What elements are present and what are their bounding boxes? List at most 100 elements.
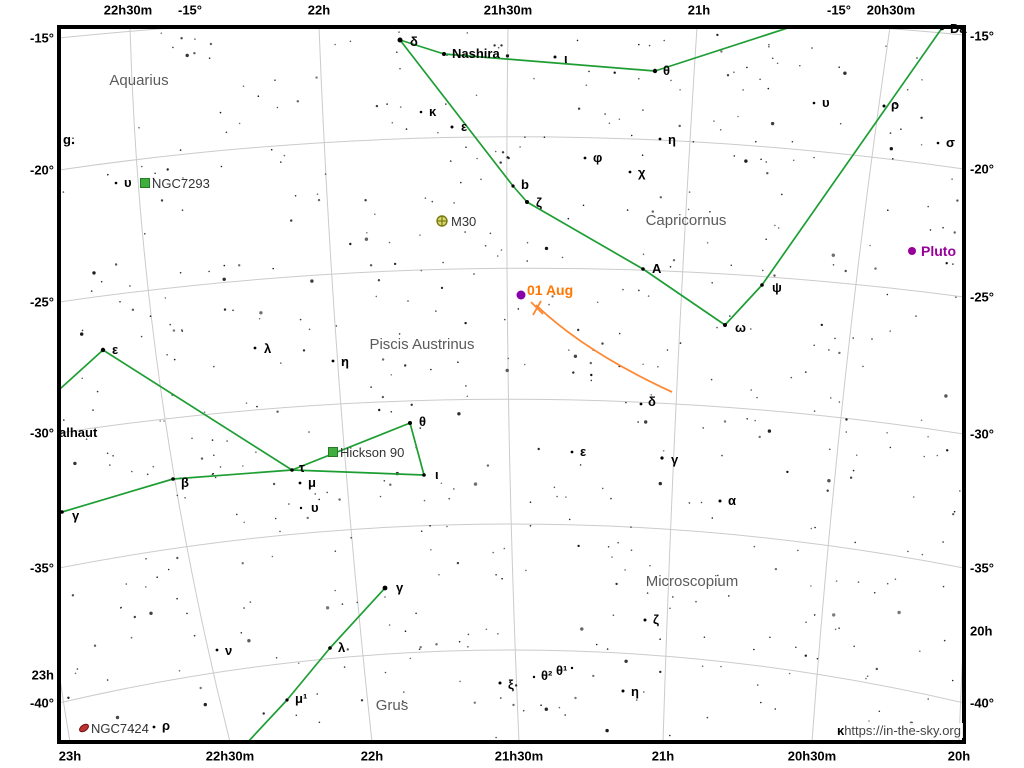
field-star bbox=[514, 684, 518, 687]
field-star bbox=[810, 527, 813, 530]
field-star bbox=[295, 714, 298, 717]
field-star bbox=[873, 591, 876, 594]
constellation-name-grus: Grus bbox=[376, 697, 409, 714]
field-star bbox=[324, 173, 327, 175]
field-star bbox=[249, 601, 252, 603]
field-star bbox=[466, 32, 469, 34]
field-star bbox=[765, 161, 768, 163]
field-star bbox=[258, 317, 261, 320]
axis-label-right--15°: -15° bbox=[970, 28, 994, 44]
field-star bbox=[449, 160, 452, 162]
field-star bbox=[438, 573, 440, 576]
field-star bbox=[62, 191, 65, 193]
field-star bbox=[672, 259, 676, 262]
field-star bbox=[405, 128, 408, 130]
axis-label-right-20h: 20h bbox=[970, 623, 993, 639]
field-star bbox=[942, 541, 944, 543]
field-star bbox=[297, 662, 300, 665]
field-star bbox=[733, 71, 735, 73]
star-dot bbox=[100, 347, 106, 353]
field-star bbox=[222, 277, 226, 281]
field-star bbox=[399, 106, 402, 108]
field-star bbox=[576, 39, 579, 42]
star-dot bbox=[114, 181, 118, 185]
field-star bbox=[107, 173, 109, 176]
star-label: η bbox=[668, 132, 676, 147]
star-dot bbox=[71, 141, 75, 145]
field-star bbox=[713, 120, 715, 122]
field-star bbox=[364, 199, 367, 202]
field-star bbox=[166, 168, 169, 171]
star-label: ω bbox=[735, 320, 746, 335]
field-star bbox=[288, 503, 290, 505]
star-label: ε bbox=[461, 119, 467, 134]
field-star bbox=[540, 704, 542, 706]
star-label: μ bbox=[308, 475, 316, 490]
field-star bbox=[172, 329, 176, 332]
field-star bbox=[625, 401, 627, 404]
watermark[interactable]: κhttps://in-the-sky.org bbox=[834, 723, 963, 738]
field-star bbox=[72, 137, 74, 139]
field-star bbox=[568, 349, 570, 351]
field-star bbox=[460, 181, 462, 184]
field-star bbox=[182, 177, 184, 179]
field-star bbox=[213, 365, 215, 368]
field-star bbox=[663, 39, 665, 42]
field-star bbox=[827, 479, 831, 483]
field-star bbox=[176, 556, 179, 560]
field-star bbox=[729, 315, 731, 317]
field-star bbox=[638, 289, 640, 292]
field-star bbox=[203, 702, 207, 707]
dso-label: Hickson 90 bbox=[340, 445, 404, 460]
field-star bbox=[185, 53, 189, 58]
field-star bbox=[795, 646, 797, 649]
field-star bbox=[855, 454, 858, 457]
star-label: alhaut bbox=[59, 425, 98, 440]
field-star bbox=[343, 666, 346, 668]
field-star bbox=[845, 431, 848, 433]
field-star bbox=[356, 601, 359, 604]
field-star bbox=[641, 154, 644, 156]
field-star bbox=[811, 47, 813, 49]
field-star bbox=[721, 454, 723, 457]
field-star bbox=[776, 62, 779, 65]
field-star bbox=[608, 122, 611, 125]
star-dot bbox=[498, 681, 502, 685]
field-star bbox=[746, 66, 748, 69]
field-star bbox=[813, 410, 816, 412]
field-star bbox=[650, 394, 653, 396]
field-star bbox=[868, 720, 870, 722]
field-star bbox=[921, 79, 923, 81]
field-star bbox=[543, 136, 546, 138]
watermark-url[interactable]: https://in-the-sky.org bbox=[844, 723, 961, 738]
field-star bbox=[119, 301, 121, 303]
field-star bbox=[435, 310, 437, 312]
field-star bbox=[398, 333, 401, 335]
planet-dot-pluto bbox=[908, 247, 916, 255]
dso-galaxy-NGC7424 bbox=[79, 723, 89, 733]
star-label: b bbox=[521, 177, 529, 192]
field-star bbox=[730, 264, 733, 267]
star-label: η bbox=[631, 684, 639, 699]
field-star bbox=[112, 455, 114, 457]
field-star bbox=[503, 547, 506, 550]
grid-line-ra-22h bbox=[318, 29, 373, 740]
field-star bbox=[797, 549, 799, 552]
field-star bbox=[109, 464, 111, 466]
grid-line-dec--40 bbox=[61, 649, 962, 704]
star-dot bbox=[253, 346, 257, 350]
field-star bbox=[209, 42, 213, 46]
axis-label-left--15°: -15° bbox=[30, 30, 54, 46]
field-star bbox=[943, 639, 946, 642]
field-star bbox=[758, 435, 761, 439]
field-star bbox=[643, 691, 645, 693]
star-label: χ bbox=[638, 165, 646, 180]
field-star bbox=[669, 266, 672, 268]
field-star bbox=[923, 455, 925, 458]
field-star bbox=[834, 337, 836, 340]
field-star bbox=[146, 473, 149, 476]
field-star bbox=[816, 657, 819, 660]
field-star bbox=[131, 308, 135, 311]
field-star bbox=[156, 576, 158, 578]
grid-line-dec--20 bbox=[61, 136, 962, 171]
